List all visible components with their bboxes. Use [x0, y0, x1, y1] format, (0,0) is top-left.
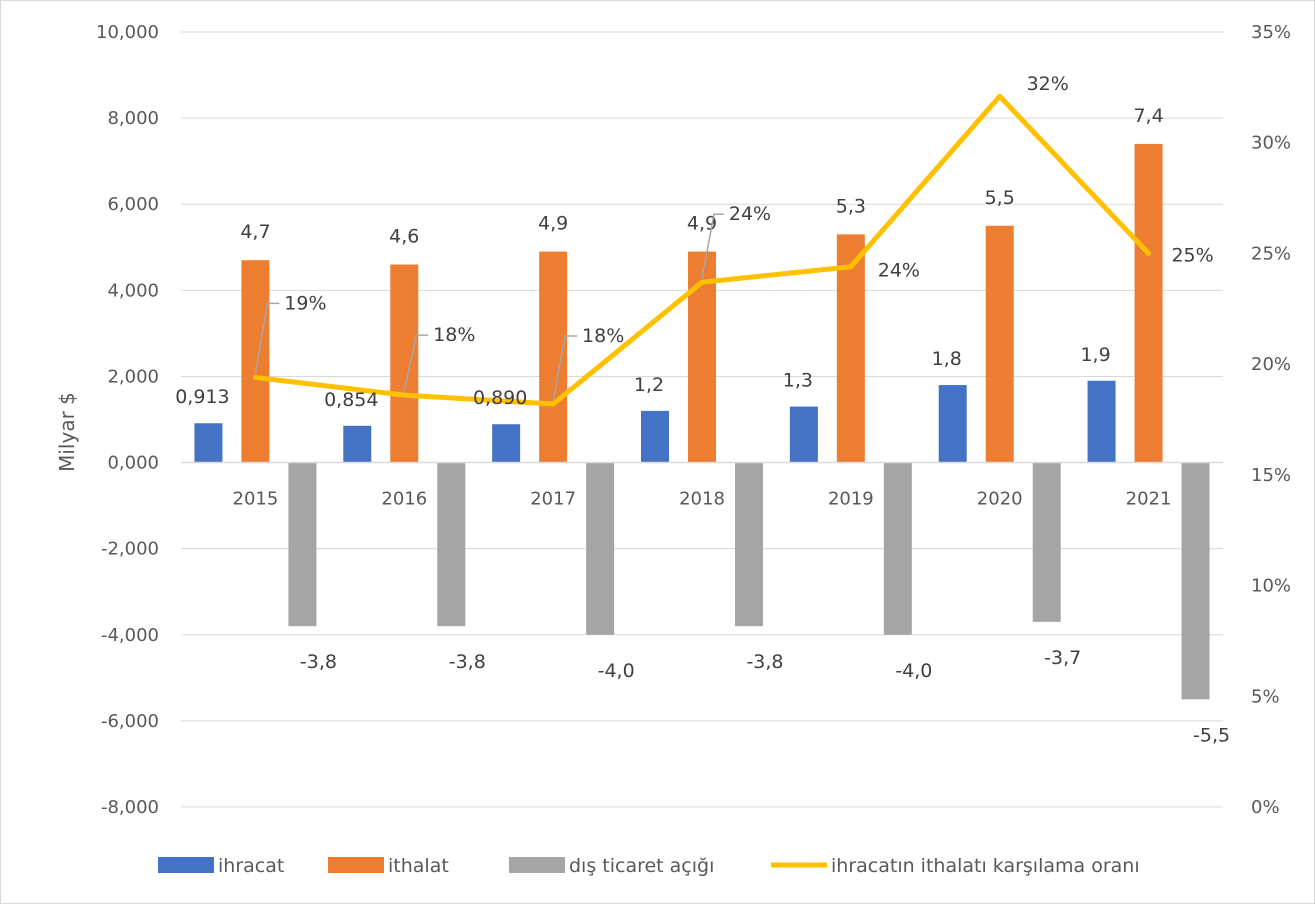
- y-tick-label: 4,000: [107, 280, 159, 301]
- data-label: 0,854: [324, 389, 378, 411]
- data-label: -3,8: [300, 651, 337, 673]
- data-label: 1,8: [932, 348, 962, 370]
- y-tick-label: 0,000: [107, 453, 159, 474]
- x-tick-label: 2021: [1126, 489, 1172, 510]
- data-label: 5,5: [985, 187, 1015, 209]
- data-label: 7,4: [1133, 105, 1163, 127]
- bars: [194, 143, 1210, 700]
- y-axis-title: Milyar $: [55, 392, 79, 472]
- legend-label: dış ticaret açığı: [569, 855, 714, 877]
- bar-ihracat: [194, 423, 223, 463]
- bar-ihracat: [492, 424, 521, 463]
- y-tick-label: 2,000: [107, 366, 159, 387]
- ratio-line: [252, 93, 1152, 407]
- bar-ithalat: [539, 251, 568, 463]
- x-tick-label: 2016: [381, 489, 427, 510]
- legend-label: ithalat: [388, 855, 449, 877]
- axes: 10,000 8,000 6,000 4,000 2,000 0,000 -2,000 -4,…: [96, 22, 1291, 818]
- bar-ithalat: [1134, 143, 1163, 463]
- y-tick-label: -2,000: [101, 539, 159, 560]
- y-tick-label: 8,000: [107, 108, 159, 129]
- leader-line: [403, 334, 429, 392]
- bar-dis-ticaret-acigi: [1181, 462, 1210, 700]
- bar-ithalat: [985, 225, 1014, 463]
- data-label: 4,9: [687, 213, 717, 235]
- data-label: 4,6: [389, 226, 419, 248]
- bar-ihracat: [938, 385, 967, 463]
- bar-dis-ticaret-acigi: [288, 462, 317, 627]
- legend-label: ihracat: [218, 855, 284, 877]
- data-label: 1,2: [634, 374, 664, 396]
- legend-swatch: [509, 857, 565, 873]
- bar-ithalat: [241, 260, 270, 463]
- bar-ithalat: [390, 264, 419, 463]
- data-label: 1,9: [1080, 344, 1110, 366]
- data-labels: 0,913 0,854 0,890 1,2 1,3 1,8 1,9 4,7 4,6 4,9 4,9 5…: [175, 73, 1230, 746]
- y-tick-label: 10,000: [96, 22, 159, 43]
- bar-ihracat: [343, 425, 372, 463]
- ratio-data-label: 18%: [433, 324, 475, 346]
- y-tick-label: -6,000: [101, 711, 159, 732]
- leader-line: [701, 213, 724, 279]
- bar-dis-ticaret-acigi: [735, 462, 763, 627]
- ratio-data-label: 24%: [878, 260, 920, 282]
- legend: ihracat ithalat dış ticaret açığı ihracatın…: [158, 855, 1140, 877]
- bar-ithalat: [836, 234, 865, 463]
- y-tick-label: -4,000: [101, 625, 159, 646]
- y2-tick-label: 5%: [1251, 686, 1280, 707]
- bar-ihracat: [1087, 380, 1116, 463]
- data-label: 1,3: [783, 370, 813, 392]
- legend-item: dış ticaret açığı: [509, 855, 714, 877]
- x-tick-label: 2018: [679, 489, 725, 510]
- data-label: 4,7: [240, 221, 270, 243]
- data-label: 5,3: [836, 195, 866, 217]
- legend-label: ihracatın ithalatı karşılama oranı: [831, 855, 1140, 877]
- x-tick-label: 2019: [828, 489, 874, 510]
- data-label: -4,0: [895, 660, 932, 682]
- y-tick-label: 6,000: [107, 194, 159, 215]
- bar-dis-ticaret-acigi: [437, 462, 466, 627]
- leader-line: [552, 335, 578, 401]
- y2-tick-label: 15%: [1251, 465, 1291, 486]
- bar-dis-ticaret-acigi: [1032, 462, 1061, 622]
- y2-tick-label: 30%: [1251, 133, 1291, 154]
- y2-tick-label: 0%: [1251, 797, 1280, 818]
- ratio-data-label: 18%: [582, 325, 624, 347]
- ratio-data-label: 32%: [1027, 73, 1069, 95]
- ratio-line-layer: [252, 93, 1152, 407]
- legend-item: ihracatın ithalatı karşılama oranı: [771, 855, 1140, 877]
- data-label: -4,0: [598, 660, 635, 682]
- y2-tick-label: 10%: [1251, 576, 1291, 597]
- data-label: 0,890: [473, 387, 527, 409]
- bar-ihracat: [789, 406, 818, 463]
- data-label: -3,7: [1044, 647, 1081, 669]
- legend-item: ithalat: [328, 855, 449, 877]
- bar-dis-ticaret-acigi: [586, 462, 615, 635]
- y2-tick-label: 35%: [1251, 22, 1291, 43]
- data-label: -5,5: [1193, 724, 1230, 746]
- bar-dis-ticaret-acigi: [883, 462, 912, 635]
- ratio-data-label: 25%: [1171, 244, 1213, 266]
- bar-ihracat: [641, 410, 669, 463]
- y-tick-label: -8,000: [101, 797, 159, 818]
- legend-swatch: [158, 857, 214, 873]
- y2-tick-label: 20%: [1251, 354, 1291, 375]
- data-label: 4,9: [538, 213, 568, 235]
- legend-item: ihracat: [158, 855, 284, 877]
- x-tick-label: 2017: [530, 489, 576, 510]
- data-label: 0,913: [175, 386, 229, 408]
- data-label: -3,8: [746, 651, 783, 673]
- data-label: -3,8: [449, 651, 486, 673]
- legend-swatch: [328, 857, 384, 873]
- y2-tick-label: 25%: [1251, 243, 1291, 264]
- ratio-data-label: 24%: [729, 203, 771, 225]
- x-tick-label: 2015: [233, 489, 279, 510]
- x-tick-label: 2020: [977, 489, 1023, 510]
- leader-line: [254, 302, 280, 374]
- ratio-data-label: 19%: [284, 292, 326, 314]
